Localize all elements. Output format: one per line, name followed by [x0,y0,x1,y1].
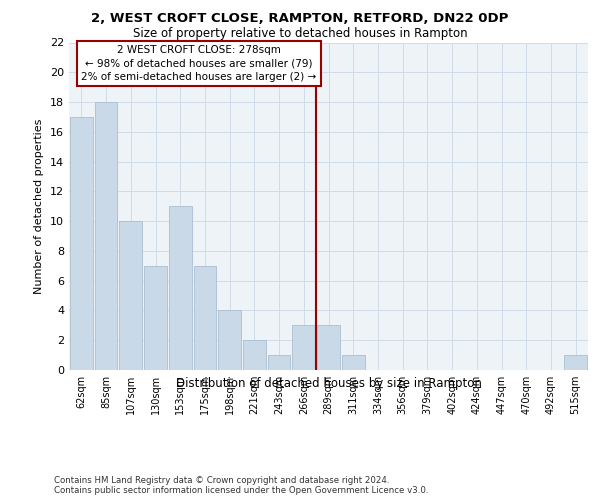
Text: 2, WEST CROFT CLOSE, RAMPTON, RETFORD, DN22 0DP: 2, WEST CROFT CLOSE, RAMPTON, RETFORD, D… [91,12,509,26]
Text: Size of property relative to detached houses in Rampton: Size of property relative to detached ho… [133,28,467,40]
Bar [243,340,266,370]
Text: Contains HM Land Registry data © Crown copyright and database right 2024.: Contains HM Land Registry data © Crown c… [54,476,389,485]
Bar [218,310,241,370]
Bar [317,326,340,370]
Text: Distribution of detached houses by size in Rampton: Distribution of detached houses by size … [176,378,482,390]
Y-axis label: Number of detached properties: Number of detached properties [34,118,44,294]
Text: Contains public sector information licensed under the Open Government Licence v3: Contains public sector information licen… [54,486,428,495]
Bar [95,102,118,370]
Bar [342,355,365,370]
Bar [70,117,93,370]
Bar [194,266,216,370]
Bar [268,355,290,370]
Text: 2 WEST CROFT CLOSE: 278sqm
← 98% of detached houses are smaller (79)
2% of semi-: 2 WEST CROFT CLOSE: 278sqm ← 98% of deta… [81,46,316,82]
Bar [564,355,587,370]
Bar [292,326,315,370]
Bar [169,206,191,370]
Bar [144,266,167,370]
Bar [119,221,142,370]
